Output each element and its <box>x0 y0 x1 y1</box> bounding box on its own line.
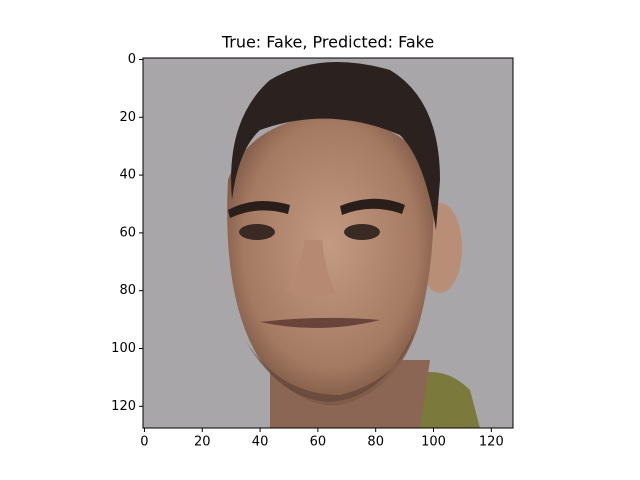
chart-title: True: Fake, Predicted: Fake <box>221 33 434 52</box>
y-tick-label: 60 <box>119 225 136 240</box>
x-tick-label: 100 <box>421 435 446 450</box>
y-tick-label: 40 <box>119 168 136 183</box>
x-tick-label: 20 <box>194 435 211 450</box>
axes-frame <box>142 57 514 429</box>
x-tick-label: 0 <box>140 435 148 450</box>
x-tick-label: 60 <box>310 435 327 450</box>
image <box>143 58 513 428</box>
x-tick-label: 40 <box>252 435 269 450</box>
x-tick-label: 120 <box>479 435 504 450</box>
y-tick-label: 80 <box>119 283 136 298</box>
x-tick-label: 80 <box>367 435 384 450</box>
y-tick-label: 0 <box>128 52 136 67</box>
y-tick-label: 20 <box>119 110 136 125</box>
y-tick-label: 120 <box>111 399 136 414</box>
y-tick-label: 100 <box>111 341 136 356</box>
